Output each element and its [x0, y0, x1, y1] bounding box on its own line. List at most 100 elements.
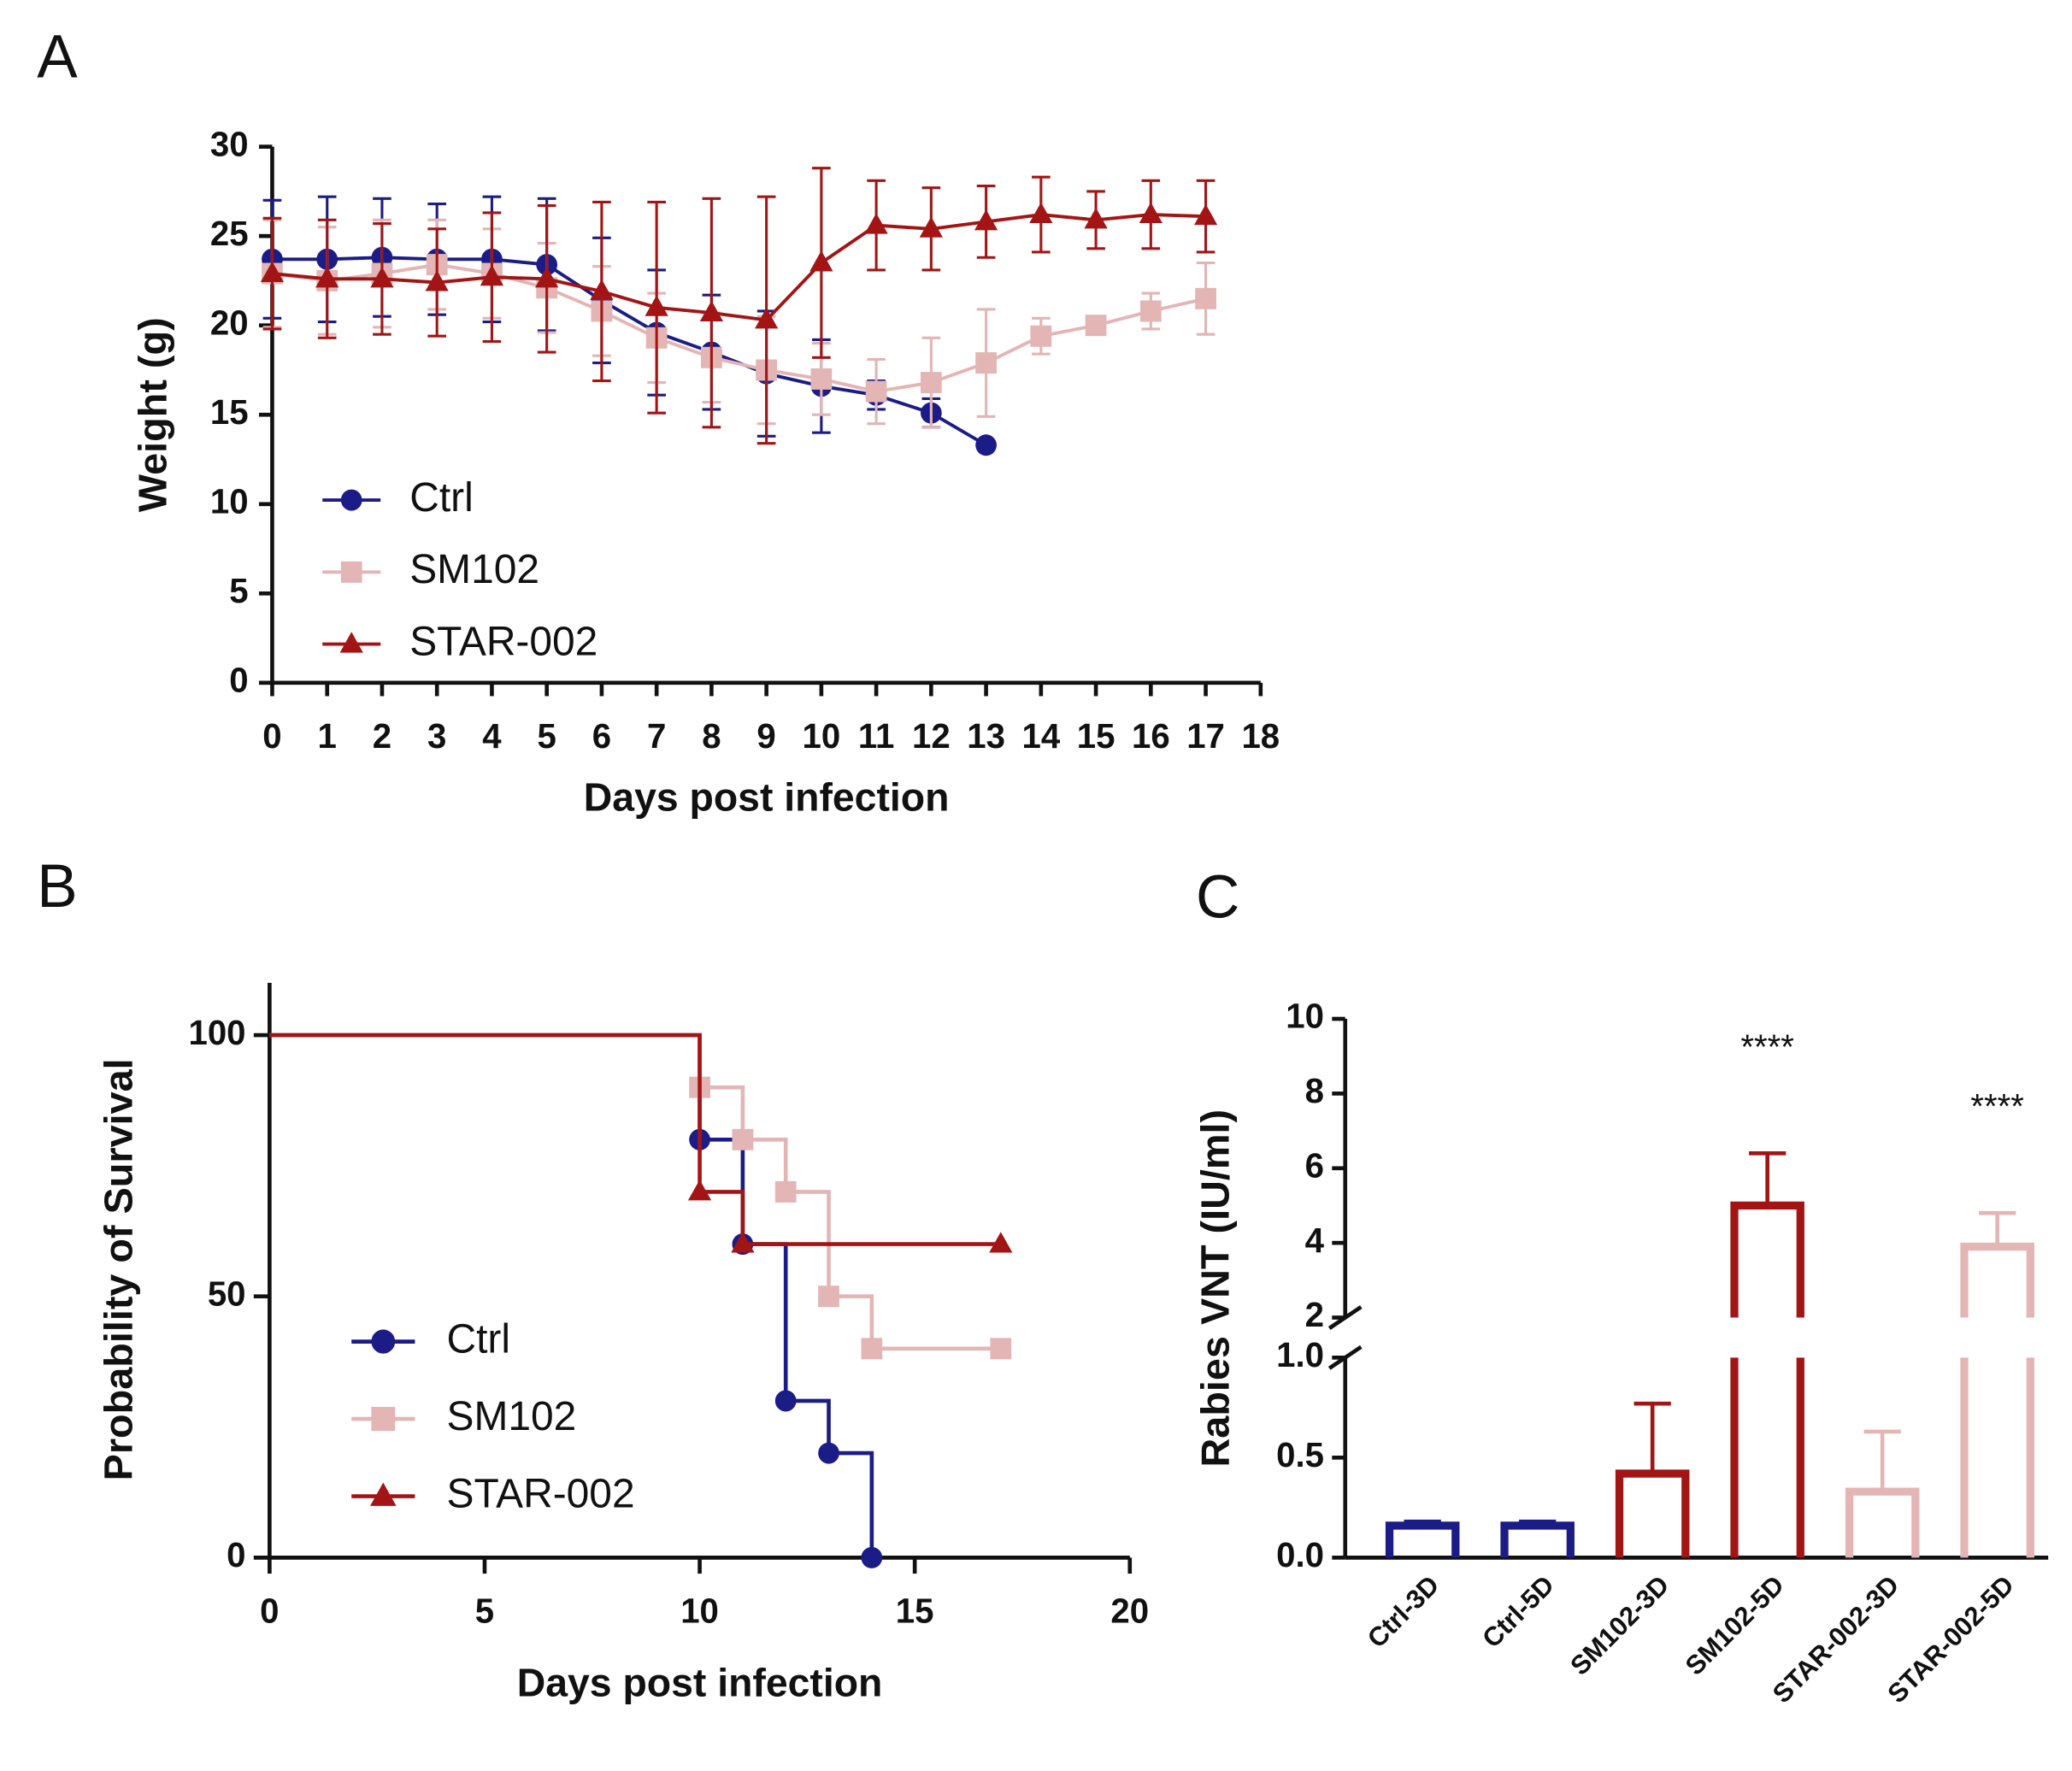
- legend-label: STAR-002: [409, 618, 597, 664]
- significance: ****: [1970, 1086, 2024, 1126]
- bar-part: [1615, 1469, 1690, 1558]
- x-tick-label: Ctrl-5D: [1476, 1569, 1559, 1653]
- x-axis-title: Days post infection: [517, 1660, 883, 1704]
- error-bar: [1633, 1401, 1671, 1474]
- y-axis-title: Probability of Survival: [97, 1058, 141, 1480]
- x-tick-label: 10: [803, 716, 841, 756]
- x-tick-label: 10: [680, 1591, 719, 1630]
- marker: [340, 561, 362, 583]
- bar-part: [1385, 1521, 1460, 1558]
- panel-label: C: [1196, 862, 1239, 931]
- y-tick-label: 10: [210, 481, 249, 521]
- marker: [861, 1546, 883, 1568]
- marker: [919, 216, 943, 238]
- y-tick-label: 15: [210, 392, 249, 432]
- marker: [810, 368, 833, 390]
- marker: [865, 380, 887, 403]
- x-tick-label: 7: [647, 716, 666, 756]
- bar: [1845, 1487, 1920, 1558]
- error-bar: [1863, 1429, 1901, 1492]
- y-tick-label: 0: [227, 1535, 245, 1574]
- marker: [774, 1390, 797, 1412]
- marker: [809, 250, 833, 272]
- marker: [340, 489, 362, 511]
- x-axis-title: Days post infection: [584, 774, 950, 819]
- y-tick-label: 25: [210, 214, 249, 253]
- marker: [370, 266, 394, 288]
- error-bar: [1519, 1519, 1557, 1526]
- y-tick-label: 4: [1305, 1221, 1325, 1260]
- legend-label: STAR-002: [447, 1470, 635, 1516]
- y-tick-label: 8: [1305, 1071, 1324, 1110]
- x-tick-label: 18: [1241, 716, 1280, 756]
- series-line: [272, 262, 1206, 394]
- y-tick-label: 0.0: [1276, 1535, 1324, 1574]
- marker: [370, 1482, 397, 1506]
- marker: [731, 1232, 755, 1253]
- marker: [480, 264, 504, 286]
- bar-part: [1960, 1242, 2034, 1318]
- bar: [1960, 1242, 2034, 1558]
- x-tick-label: 0: [260, 1591, 279, 1630]
- marker: [1193, 203, 1218, 226]
- marker: [975, 434, 997, 456]
- x-tick-label: 1: [318, 716, 337, 756]
- marker: [1139, 300, 1162, 322]
- x-tick-label: 9: [756, 716, 775, 756]
- survival-line: [269, 1033, 1001, 1246]
- x-tick-label: 5: [475, 1591, 494, 1630]
- marker: [732, 1128, 754, 1150]
- marker: [774, 1180, 797, 1203]
- x-tick-label: 4: [482, 716, 502, 756]
- y-tick-label: 2: [1305, 1295, 1324, 1334]
- y-tick-label: 6: [1305, 1145, 1324, 1185]
- legend-label: Ctrl: [409, 474, 473, 521]
- marker: [371, 1329, 396, 1354]
- legend-label: SM102: [409, 546, 539, 592]
- x-tick-label: 15: [1077, 716, 1115, 756]
- y-axis-title: Rabies VNT (IU/ml): [1193, 1109, 1238, 1468]
- x-tick-label: 2: [373, 716, 391, 756]
- x-tick-label: 13: [967, 716, 1005, 756]
- bar-part: [1730, 1357, 1804, 1558]
- marker: [920, 372, 942, 394]
- y-tick-label: 10: [1286, 997, 1324, 1036]
- x-tick-label: 3: [427, 716, 446, 756]
- marker: [818, 1442, 839, 1464]
- marker: [535, 266, 559, 288]
- bar-part: [1845, 1487, 1920, 1558]
- y-tick-label: 1.0: [1276, 1335, 1324, 1374]
- significance: ****: [1740, 1027, 1794, 1066]
- marker: [260, 261, 285, 283]
- x-tick-label: 16: [1132, 716, 1170, 756]
- y-tick-label: 50: [208, 1274, 246, 1313]
- x-tick-label: 5: [537, 716, 556, 756]
- y-axis-title: Weight (g): [131, 317, 175, 512]
- legend-label: SM102: [447, 1393, 577, 1439]
- marker: [1084, 207, 1108, 229]
- x-tick-label: 12: [912, 716, 951, 756]
- y-tick-label: 30: [210, 124, 249, 163]
- marker: [590, 279, 614, 300]
- marker: [864, 213, 888, 234]
- marker: [755, 308, 779, 329]
- marker: [425, 270, 449, 291]
- error-bar: [1979, 1210, 2016, 1247]
- x-tick-label: 20: [1110, 1591, 1149, 1630]
- x-tick-label: 6: [592, 716, 611, 756]
- y-tick-label: 0.5: [1276, 1435, 1324, 1474]
- bar-part: [1730, 1201, 1804, 1318]
- y-tick-label: 5: [229, 571, 248, 610]
- marker: [1139, 202, 1163, 224]
- marker: [687, 1180, 712, 1201]
- bar-part: [1960, 1357, 2034, 1558]
- x-tick-label: 17: [1186, 716, 1225, 756]
- bar: [1730, 1201, 1804, 1558]
- marker: [315, 266, 339, 288]
- x-tick-label: Ctrl-3D: [1362, 1569, 1445, 1653]
- marker: [1195, 287, 1216, 309]
- marker: [989, 1232, 1013, 1253]
- marker: [818, 1286, 839, 1308]
- x-tick-label: SM102-5D: [1680, 1569, 1790, 1680]
